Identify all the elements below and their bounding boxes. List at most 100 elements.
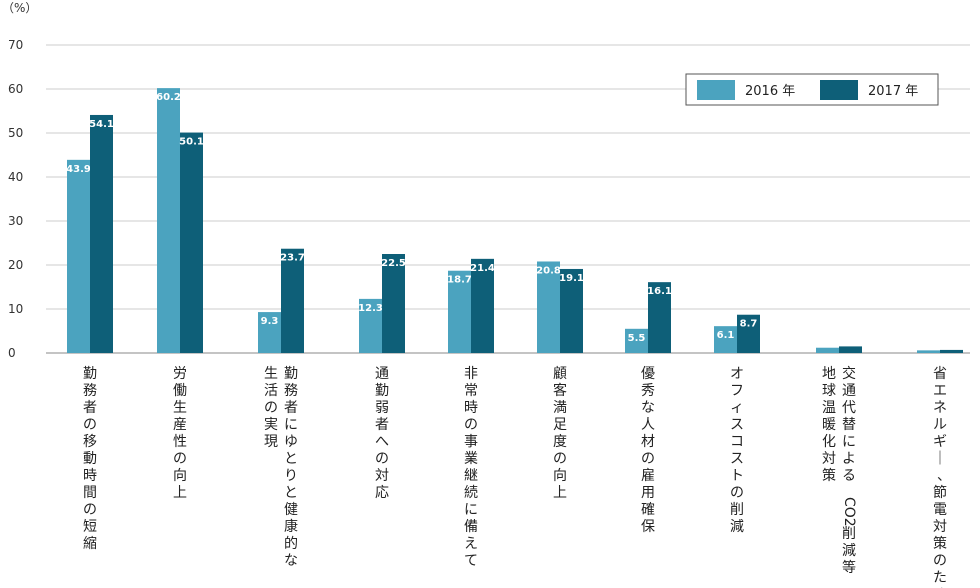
data-label: 43.9: [66, 164, 91, 175]
data-label: 0.7: [943, 339, 961, 350]
category-label-char: て: [464, 553, 478, 569]
category-label-char: 勤: [284, 366, 298, 382]
category-label-char: 時: [83, 468, 97, 484]
data-label: 0.6: [920, 339, 938, 350]
category-label-char: 務: [284, 383, 298, 399]
bar-2016: [714, 326, 737, 353]
category-label-char: 事: [464, 434, 478, 450]
data-label: 12.3: [358, 303, 383, 314]
y-tick-label: 40: [8, 170, 23, 184]
category-label-char: 常: [464, 383, 478, 399]
category-label-char: ト: [730, 468, 744, 484]
category-label-char: 働: [173, 383, 187, 399]
category-label-char: 通: [842, 383, 856, 399]
category-label-char: り: [284, 468, 298, 484]
category-label-char: 替: [842, 417, 856, 433]
category-label-char: 雇: [641, 467, 655, 484]
data-label: 18.7: [447, 275, 472, 286]
category-label-char: 性: [173, 434, 187, 450]
category-label-char: へ: [375, 434, 389, 450]
data-label: 21.4: [470, 263, 495, 274]
category-label-char: 向: [173, 468, 187, 484]
data-label: 23.7: [280, 253, 305, 264]
category-label-char: と: [284, 451, 298, 467]
category-label-char: 暖: [822, 417, 836, 433]
category-label-char: え: [464, 536, 478, 552]
category-label-char: 実: [264, 417, 278, 433]
category-label-char: 優: [641, 366, 655, 382]
category-label-char: 満: [553, 400, 567, 416]
category-label-char: 時: [464, 400, 478, 416]
category-label-char: 対: [375, 468, 389, 484]
category-label-char: 地: [822, 366, 836, 382]
category-label-char: の: [83, 502, 97, 518]
category-label-char: に: [842, 434, 856, 450]
category-label-char: 短: [83, 519, 97, 535]
category-label-char: フ: [730, 383, 744, 399]
data-label: 50.1: [179, 137, 204, 148]
category-label-char: 策: [822, 467, 836, 484]
category-label-char: 現: [264, 434, 278, 450]
y-tick-label: 10: [8, 302, 23, 316]
category-label-char: 、: [937, 468, 951, 484]
category-label-char: 顧: [553, 366, 567, 382]
data-label: 5.5: [628, 333, 646, 344]
data-label: 22.5: [381, 258, 406, 269]
category-label-char: 縮: [83, 536, 97, 552]
category-label-char: ギ: [933, 434, 947, 450]
category-label-char: 対: [933, 519, 947, 535]
category-label-char: に: [464, 502, 478, 518]
category-label-char: 保: [641, 519, 655, 535]
category-label-char: 上: [553, 485, 567, 501]
category-label-char: 弱: [375, 400, 389, 416]
category-label-char: 業: [464, 451, 478, 467]
data-label: 60.2: [156, 92, 181, 103]
bar-2017: [737, 314, 760, 353]
y-tick-label: 60: [8, 82, 23, 96]
bar-2017: [940, 349, 963, 353]
category-label-char: 活: [264, 383, 278, 399]
category-label-char: な: [641, 400, 655, 416]
bar-2016: [625, 328, 648, 353]
bar-2016: [537, 261, 560, 353]
y-unit-label: （%）: [2, 1, 37, 15]
bar-2017: [839, 346, 862, 353]
bar-2016: [258, 312, 281, 353]
category-label-char: 減: [730, 518, 744, 535]
category-label-char: 節: [933, 484, 947, 501]
legend-swatch-2016: [697, 80, 735, 100]
category-label-char: 通: [375, 366, 389, 382]
category-label-char: 移: [83, 434, 97, 450]
bar-2017: [648, 282, 671, 353]
category-label-char: の: [464, 417, 478, 433]
y-tick-label: 50: [8, 126, 23, 140]
category-label-char: に: [284, 417, 298, 433]
category-label-char: ス: [730, 417, 744, 433]
category-label-char: ゆ: [284, 434, 298, 450]
category-label-char: 人: [641, 417, 655, 433]
category-label-char: 度: [553, 434, 567, 450]
data-label: 6.1: [717, 330, 735, 341]
category-label-char: 生: [173, 400, 187, 416]
category-label-char: 材: [641, 434, 655, 450]
data-label: 54.1: [89, 119, 114, 130]
category-label-char: 的: [284, 536, 298, 552]
category-label-char: 労: [173, 366, 187, 382]
category-label-char: 健: [284, 502, 298, 518]
legend-swatch-2017: [820, 80, 858, 100]
legend: 2016 年 2017 年: [685, 73, 939, 106]
category-label-char: な: [284, 553, 298, 569]
data-label: 1.5: [842, 335, 860, 346]
category-label-char: 続: [464, 484, 478, 501]
category-label-char: ｜: [933, 451, 947, 467]
bar-2016: [917, 350, 940, 353]
category-label-char: 者: [284, 400, 298, 416]
category-label-char: ル: [933, 417, 947, 433]
